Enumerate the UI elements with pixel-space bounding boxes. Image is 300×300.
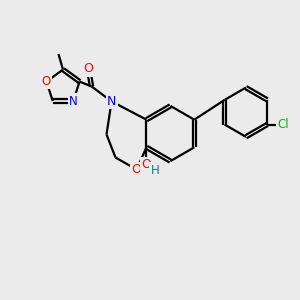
Text: O: O [84,62,93,76]
Text: O: O [132,163,141,176]
Text: N: N [107,95,116,108]
Text: O: O [142,158,152,171]
Text: O: O [42,75,51,88]
Text: N: N [69,94,78,108]
Text: Cl: Cl [277,118,289,131]
Text: H: H [151,164,159,177]
